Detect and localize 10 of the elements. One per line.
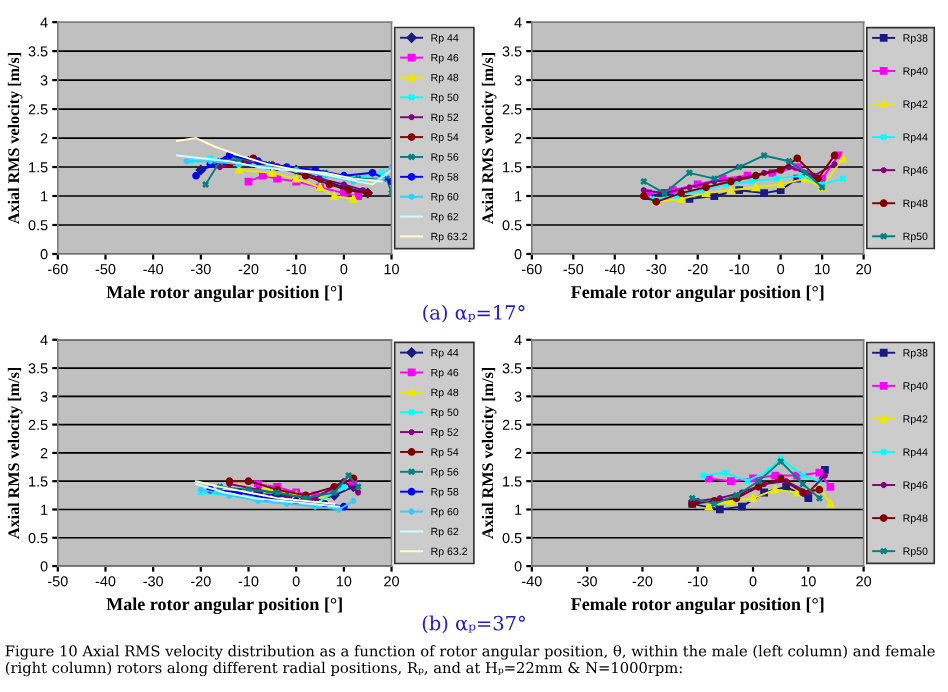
text: (b) αₚ=37° [422, 615, 525, 634]
x-axis-title: Male rotor angular position [°] [106, 285, 342, 302]
x-axis-title: Female rotor angular position [°] [571, 285, 824, 302]
y-axis-title: Axial RMS velocity [m/s] [481, 53, 497, 225]
text: (a) αₚ=17° [423, 304, 525, 323]
y-axis-title: Axial RMS velocity [m/s] [7, 367, 23, 539]
y-axis-title: Axial RMS velocity [m/s] [481, 367, 497, 539]
x-axis-title: Male rotor angular position [°] [106, 597, 342, 615]
y-axis-title: Axial RMS velocity [m/s] [7, 53, 23, 225]
x-axis-title: Female rotor angular position [°] [571, 597, 824, 615]
